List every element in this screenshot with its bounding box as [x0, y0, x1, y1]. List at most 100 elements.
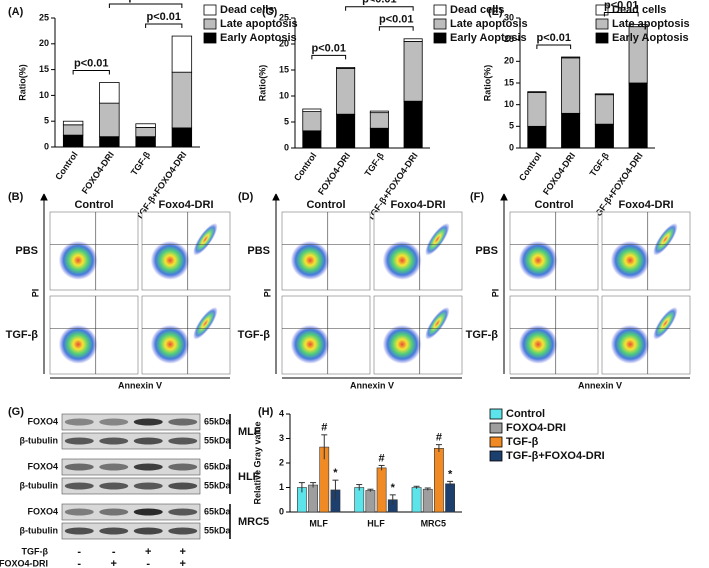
band-name: β-tubulin	[20, 435, 58, 445]
bar-segment	[62, 124, 84, 136]
scatter-density	[382, 324, 422, 364]
blot-band	[168, 527, 198, 535]
x-tick-label: Control	[517, 151, 544, 183]
scatter-density	[58, 240, 98, 280]
panel-label: (C)	[262, 6, 278, 18]
y-tick-label: 10	[279, 90, 289, 100]
x-tick-label: HLF	[367, 518, 385, 528]
legend-swatch	[433, 18, 447, 30]
bar-segment	[369, 112, 389, 129]
scatter-density	[150, 240, 190, 280]
legend-label: Dead cells	[220, 4, 274, 16]
bar-segment	[135, 123, 156, 128]
band-size: 55kDa	[204, 435, 232, 445]
blot-band	[99, 418, 129, 426]
blot-band	[168, 437, 198, 445]
legend-label: Control	[506, 408, 545, 420]
legend-label: Late apoptosis	[450, 18, 528, 30]
bar-segment	[62, 134, 84, 148]
significance-mark: *	[333, 467, 338, 479]
y-tick-label: 10	[39, 90, 49, 100]
row-header: PBS	[15, 245, 38, 257]
y-tick-label: 5	[284, 116, 289, 126]
treatment-name: TGF-β	[22, 546, 49, 556]
significance-bracket	[345, 6, 414, 11]
legend-swatch	[433, 32, 447, 44]
treatment-name: FOXO4-DRI	[0, 558, 48, 568]
bar-segment	[302, 111, 322, 132]
legend-swatch	[489, 422, 503, 434]
blot-band	[99, 482, 129, 490]
y-axis-label: PI	[262, 289, 272, 298]
y-tick-label: 4	[279, 408, 284, 418]
y-tick-label: 0	[44, 141, 49, 151]
blot-band	[133, 463, 163, 471]
legend-label: Early Aoptosis	[612, 32, 689, 44]
scatter-density	[193, 223, 218, 256]
band-name: β-tubulin	[20, 480, 58, 490]
panel-label: (F)	[470, 191, 484, 203]
p-value-label: p<0.01	[536, 32, 571, 44]
column-header: Foxo4-DRI	[619, 199, 674, 211]
bar-segment	[135, 126, 156, 138]
legend-swatch	[203, 4, 217, 16]
bar	[354, 487, 365, 513]
y-tick-label: 0	[509, 142, 514, 152]
blot-band	[168, 482, 198, 490]
bar-segment	[302, 130, 322, 149]
legend-swatch	[595, 4, 609, 16]
row-header: PBS	[475, 245, 498, 257]
significance-bracket	[311, 54, 347, 60]
blot-band	[133, 418, 163, 426]
x-axis-label: Annexin V	[118, 380, 162, 390]
y-axis-arrow	[500, 193, 508, 374]
column-header: Foxo4-DRI	[159, 199, 214, 211]
y-axis-arrow	[272, 193, 280, 374]
blot-band	[64, 418, 94, 426]
significance-mark: #	[321, 422, 327, 434]
p-value-label: p<0.01	[128, 0, 163, 3]
treatment-sign: +	[145, 546, 151, 558]
blot-strip	[61, 413, 201, 431]
legend-swatch	[203, 32, 217, 44]
significance-bracket	[536, 44, 572, 49]
treatment-sign: -	[77, 558, 81, 568]
blot-band	[133, 482, 163, 490]
y-tick-label: 0	[279, 506, 284, 516]
bar-segment	[527, 92, 547, 127]
x-tick-label: FOXO4-DRI	[80, 150, 116, 196]
panel-label: (E)	[488, 6, 503, 18]
panel-label: (H)	[258, 406, 274, 418]
bar	[422, 488, 433, 513]
legend-swatch	[489, 450, 503, 462]
bar-segment	[527, 91, 547, 93]
bar-segment	[594, 93, 614, 96]
significance-bracket	[72, 70, 110, 75]
band-name: β-tubulin	[20, 525, 58, 535]
row-header: PBS	[247, 245, 270, 257]
y-axis-label: Ratio(%)	[257, 65, 267, 102]
treatment-sign: +	[111, 558, 117, 568]
blot-strip	[61, 503, 201, 521]
significance-bracket	[603, 12, 639, 17]
band-size: 65kDa	[204, 461, 232, 471]
bar-segment	[62, 120, 84, 126]
blot-band	[99, 437, 129, 445]
legend-label: Late apoptosis	[220, 18, 298, 30]
legend-label: TGF-β	[506, 436, 539, 448]
x-tick-label: Control	[292, 151, 319, 183]
legend-swatch	[595, 32, 609, 44]
legend-label: Early Aoptosis	[220, 32, 297, 44]
panel-label: (D)	[238, 191, 254, 203]
significance-bracket	[145, 23, 183, 29]
scatter-density	[518, 324, 558, 364]
bar-segment	[594, 123, 614, 149]
y-tick-label: 15	[504, 77, 514, 87]
y-tick-label: 10	[504, 99, 514, 109]
scatter-density	[653, 307, 678, 340]
scatter-density	[425, 223, 450, 256]
blot-band	[64, 482, 94, 490]
bar-segment	[594, 94, 614, 125]
scatter-density	[425, 307, 450, 340]
